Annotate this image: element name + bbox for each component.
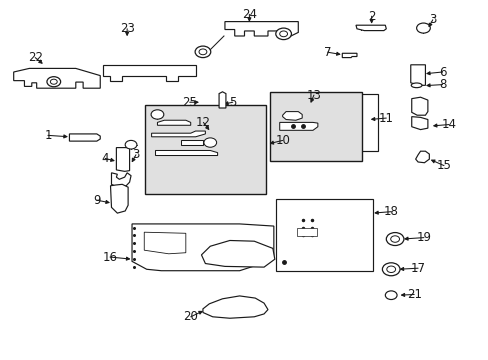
Ellipse shape [410, 83, 421, 87]
Circle shape [203, 138, 216, 147]
Circle shape [386, 233, 403, 246]
Text: 4: 4 [101, 152, 109, 165]
Polygon shape [219, 92, 225, 108]
Text: 23: 23 [120, 22, 134, 35]
Circle shape [199, 49, 206, 55]
Polygon shape [116, 148, 129, 171]
Circle shape [195, 46, 210, 58]
Text: 22: 22 [28, 51, 42, 64]
Polygon shape [411, 117, 427, 130]
Polygon shape [275, 199, 372, 271]
Circle shape [416, 23, 429, 33]
Circle shape [386, 266, 395, 273]
Text: 12: 12 [196, 116, 210, 129]
Circle shape [47, 77, 61, 87]
Polygon shape [201, 240, 274, 267]
Polygon shape [415, 151, 428, 163]
Polygon shape [181, 140, 203, 145]
Polygon shape [111, 173, 131, 187]
Text: 20: 20 [183, 310, 198, 323]
Polygon shape [411, 97, 427, 115]
Bar [297, 228, 316, 236]
Text: 24: 24 [242, 8, 256, 21]
Text: 5: 5 [228, 96, 236, 109]
Text: 3: 3 [428, 13, 436, 26]
Text: 17: 17 [410, 262, 425, 275]
Circle shape [151, 110, 163, 119]
Polygon shape [279, 122, 317, 130]
Polygon shape [282, 112, 302, 120]
Text: 6: 6 [438, 66, 446, 78]
Polygon shape [69, 134, 100, 141]
Polygon shape [14, 68, 100, 88]
Text: 8: 8 [438, 78, 446, 91]
Polygon shape [342, 53, 356, 58]
Text: 1: 1 [44, 129, 52, 142]
Polygon shape [151, 131, 205, 137]
Text: 19: 19 [416, 231, 430, 244]
Circle shape [382, 263, 399, 276]
Bar [144, 105, 265, 194]
Polygon shape [110, 184, 128, 213]
Text: 15: 15 [436, 159, 450, 172]
Circle shape [125, 140, 137, 149]
Circle shape [275, 28, 291, 40]
Text: 25: 25 [182, 96, 197, 109]
Circle shape [385, 291, 396, 300]
Polygon shape [224, 22, 298, 36]
Text: 16: 16 [102, 251, 117, 264]
Polygon shape [155, 150, 217, 156]
Polygon shape [203, 296, 267, 318]
Text: 9: 9 [93, 194, 101, 207]
Text: 7: 7 [323, 46, 331, 59]
Text: 13: 13 [306, 89, 321, 102]
Polygon shape [410, 65, 425, 85]
Polygon shape [144, 232, 185, 254]
Bar [269, 92, 361, 161]
Text: 11: 11 [378, 112, 393, 125]
Text: 2: 2 [367, 10, 375, 23]
Circle shape [390, 236, 399, 242]
Circle shape [50, 79, 57, 84]
Text: 14: 14 [441, 118, 455, 131]
Polygon shape [157, 120, 190, 125]
Text: 21: 21 [406, 288, 421, 301]
Text: 18: 18 [383, 205, 398, 218]
Polygon shape [132, 224, 273, 271]
Circle shape [279, 31, 287, 37]
Text: 3: 3 [132, 148, 140, 161]
Bar [302, 94, 377, 151]
Text: 10: 10 [275, 134, 289, 147]
Polygon shape [102, 65, 195, 81]
Polygon shape [355, 25, 386, 31]
